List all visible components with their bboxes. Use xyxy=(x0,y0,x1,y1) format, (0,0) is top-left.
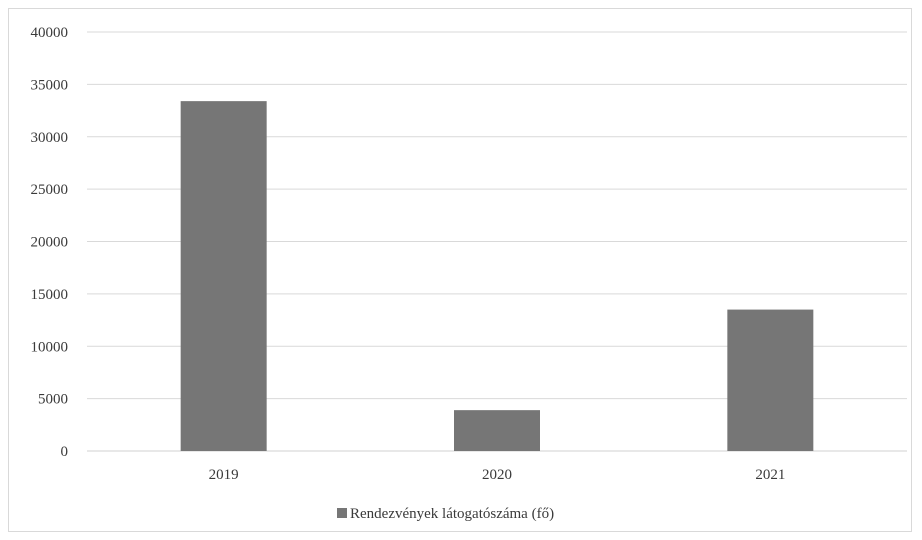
legend-swatch-visitors xyxy=(337,508,347,518)
y-tick-label: 10000 xyxy=(31,339,69,355)
legend: Rendezvények látogatószáma (fő) xyxy=(337,506,554,522)
y-tick-label: 5000 xyxy=(38,392,68,408)
y-tick-label: 20000 xyxy=(31,235,69,251)
y-tick-label: 35000 xyxy=(31,77,69,93)
y-tick-label: 0 xyxy=(61,444,69,460)
bar-2021 xyxy=(727,310,813,451)
y-axis-tick-labels: 0 5000 10000 15000 20000 25000 30000 35000 40000 xyxy=(31,25,69,460)
bar-2020 xyxy=(454,410,540,451)
bar-2019 xyxy=(181,101,267,451)
y-tick-label: 30000 xyxy=(31,130,69,146)
y-tick-label: 40000 xyxy=(31,25,69,41)
legend-label-visitors: Rendezvények látogatószáma (fő) xyxy=(350,506,554,522)
x-tick-label-2020: 2020 xyxy=(482,467,512,483)
x-tick-label-2021: 2021 xyxy=(755,467,785,483)
y-tick-label: 15000 xyxy=(31,287,69,303)
x-tick-label-2019: 2019 xyxy=(209,467,239,483)
x-axis-tick-labels: 2019 2020 2021 xyxy=(209,467,786,483)
y-tick-label: 25000 xyxy=(31,182,69,198)
